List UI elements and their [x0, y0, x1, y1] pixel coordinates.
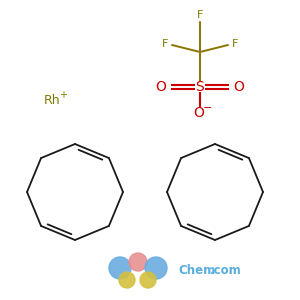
Circle shape: [119, 272, 135, 288]
Circle shape: [129, 253, 147, 271]
Circle shape: [145, 257, 167, 279]
Text: O: O: [194, 106, 204, 120]
Text: O: O: [234, 80, 244, 94]
Text: O: O: [156, 80, 167, 94]
Circle shape: [140, 272, 156, 288]
Text: +: +: [59, 90, 67, 100]
Text: Rh: Rh: [44, 94, 60, 106]
Circle shape: [109, 257, 131, 279]
Text: F: F: [162, 39, 168, 49]
Text: .com: .com: [210, 263, 242, 277]
Text: Chem: Chem: [178, 263, 215, 277]
Text: S: S: [196, 80, 204, 94]
Text: F: F: [197, 10, 203, 20]
Text: −: −: [203, 103, 213, 113]
Text: F: F: [232, 39, 238, 49]
